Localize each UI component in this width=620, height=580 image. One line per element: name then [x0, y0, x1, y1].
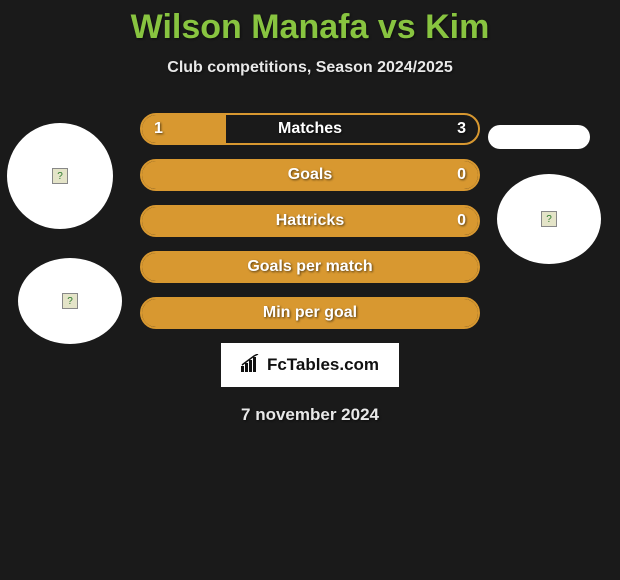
stat-label: Hattricks [142, 212, 478, 230]
placeholder-image-icon: ? [541, 211, 557, 227]
stat-value-right: 3 [457, 120, 466, 138]
player-avatar-right-2: ? [497, 174, 601, 264]
placeholder-image-icon: ? [62, 293, 78, 309]
stat-row-hattricks: Hattricks 0 [140, 205, 480, 237]
stat-label: Goals per match [142, 258, 478, 276]
bar-chart-icon [241, 354, 263, 377]
stat-row-matches: 1 Matches 3 [140, 113, 480, 145]
stat-label: Min per goal [142, 304, 478, 322]
snapshot-date: 7 november 2024 [0, 405, 620, 425]
stat-label: Matches [142, 120, 478, 138]
comparison-subtitle: Club competitions, Season 2024/2025 [0, 59, 620, 77]
placeholder-image-icon: ? [52, 168, 68, 184]
fctables-logo: FcTables.com [221, 343, 399, 387]
player-avatar-left-1: ? [7, 123, 113, 229]
stat-row-goals: Goals 0 [140, 159, 480, 191]
player-avatar-right-1 [488, 125, 590, 149]
comparison-title: Wilson Manafa vs Kim [0, 0, 620, 47]
player-avatar-left-2: ? [18, 258, 122, 344]
stat-value-right: 0 [457, 166, 466, 184]
stat-row-goals-per-match: Goals per match [140, 251, 480, 283]
logo-text: FcTables.com [267, 355, 379, 375]
stat-value-right: 0 [457, 212, 466, 230]
stat-label: Goals [142, 166, 478, 184]
stat-row-min-per-goal: Min per goal [140, 297, 480, 329]
